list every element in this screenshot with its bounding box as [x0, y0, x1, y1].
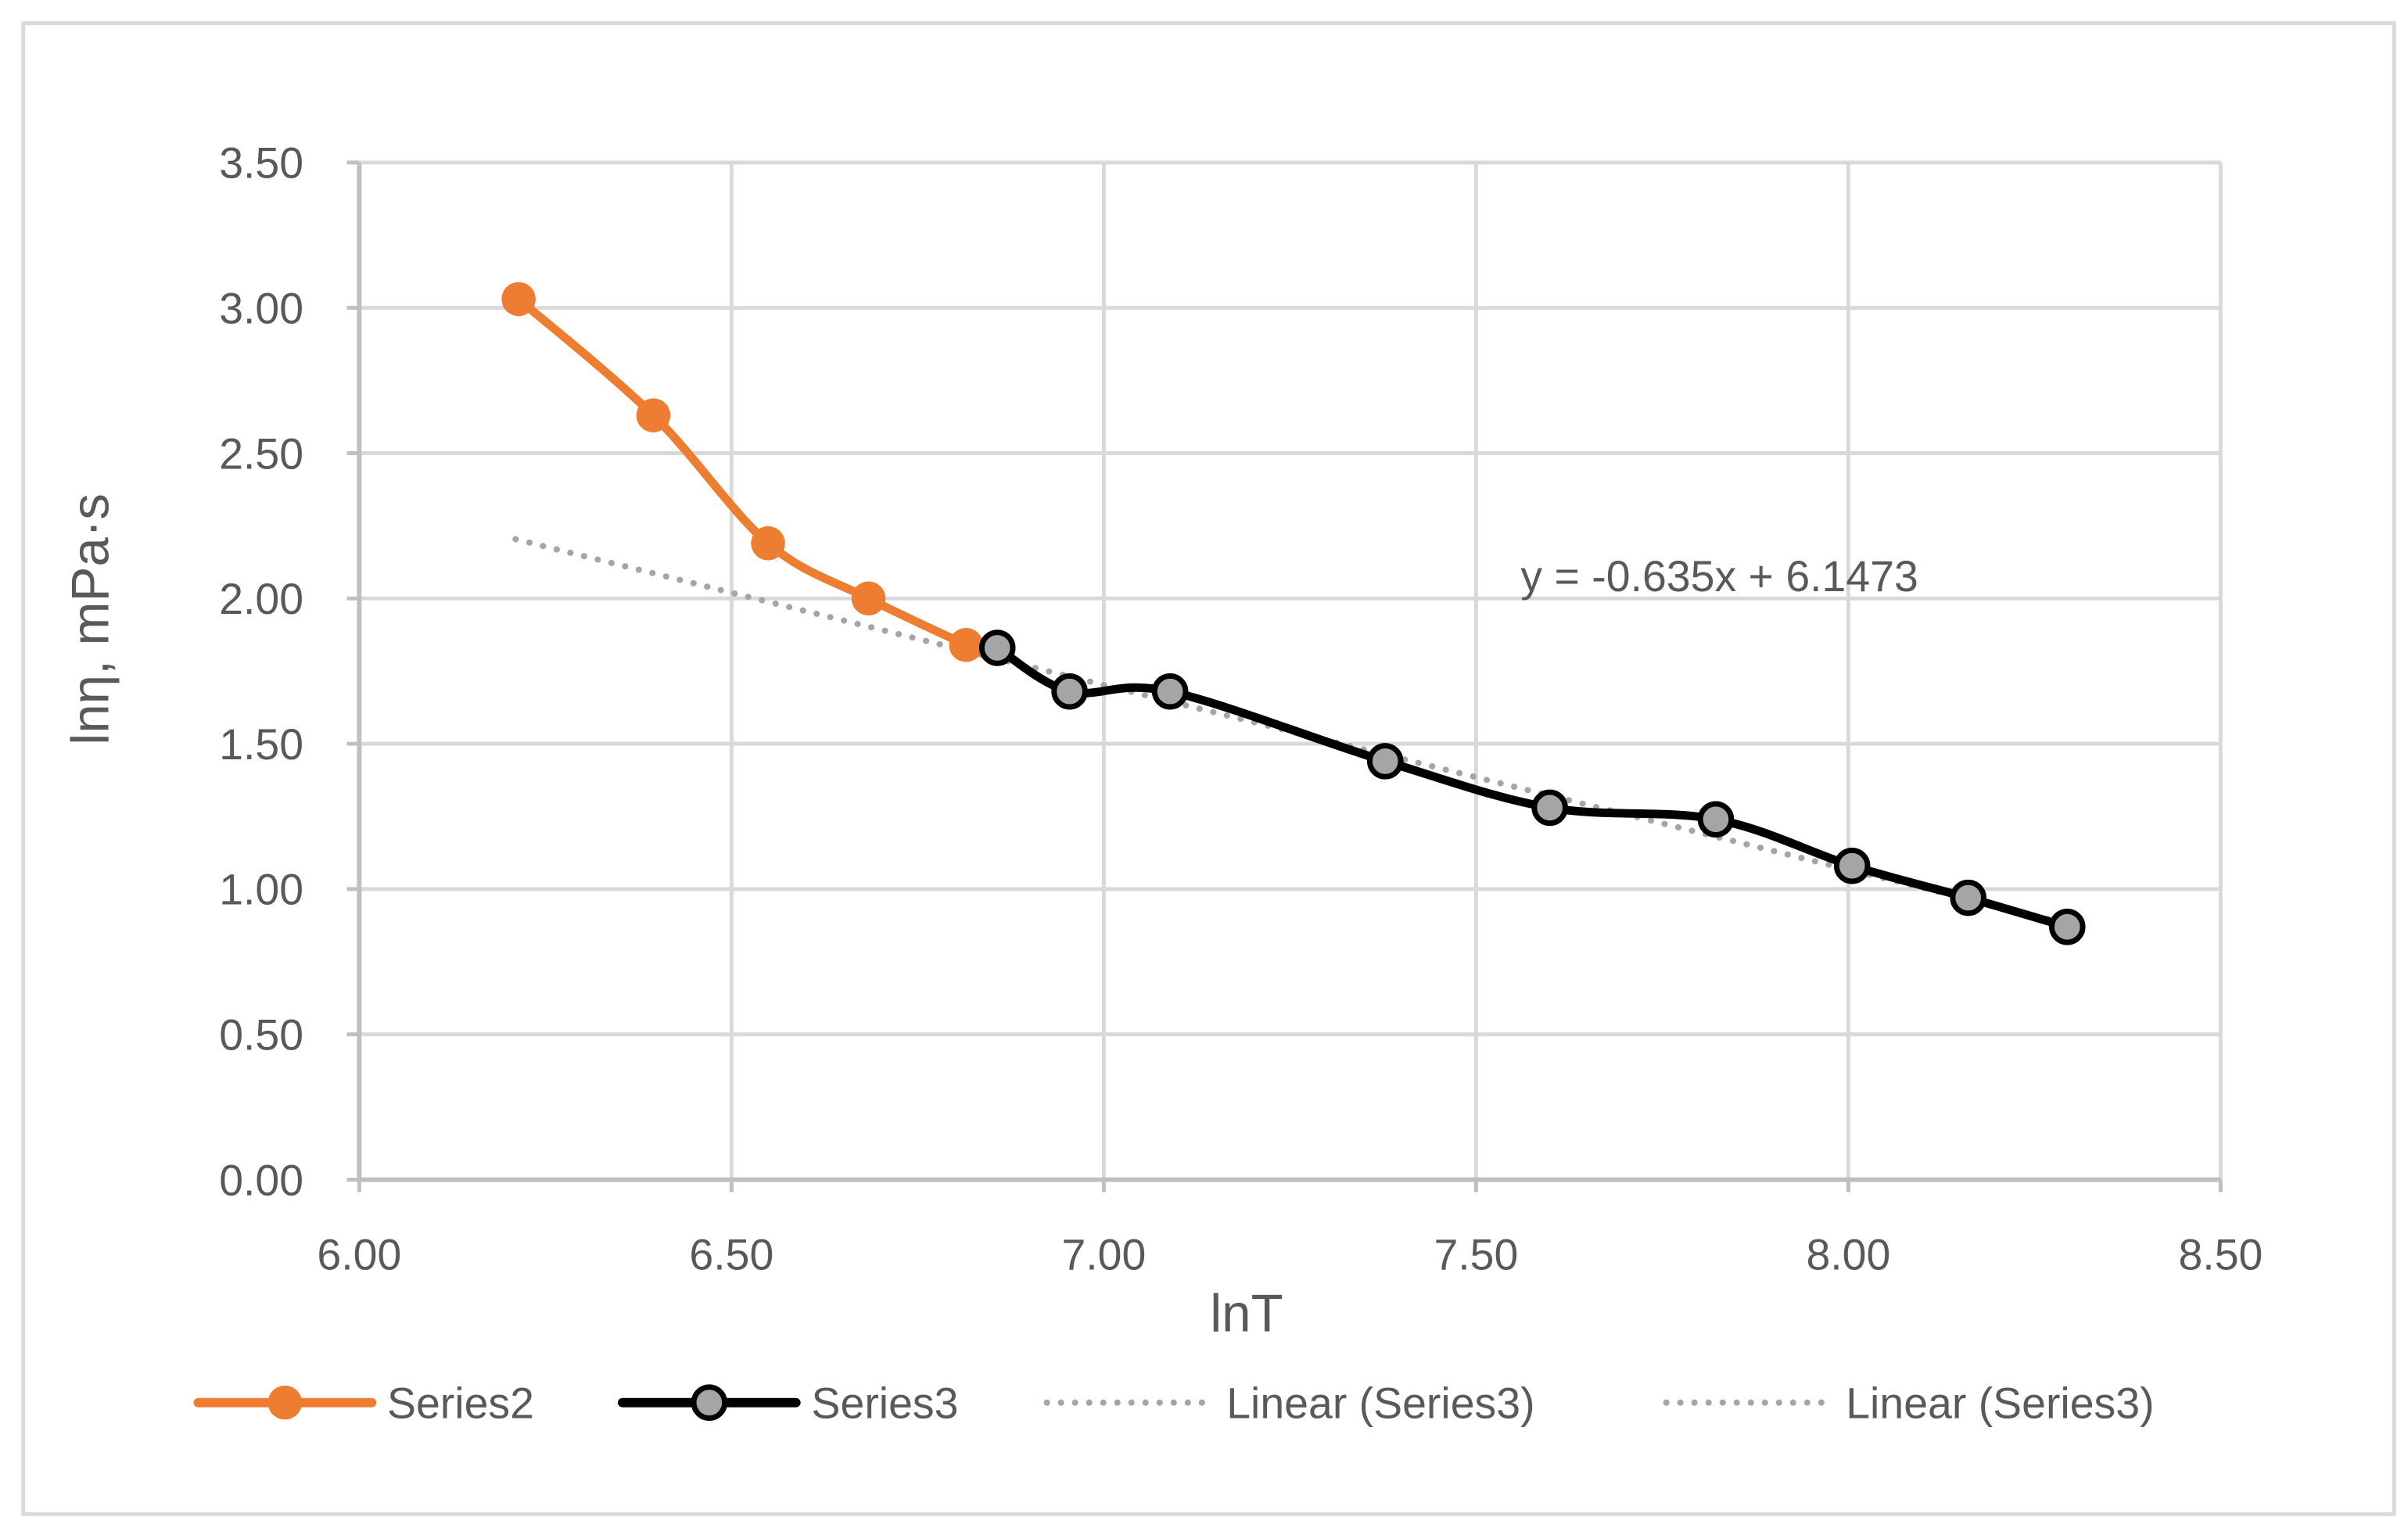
legend-item[interactable]: Series2 [193, 1379, 534, 1427]
data-point[interactable] [1051, 673, 1088, 710]
legend-label: Linear (Series3) [1226, 1379, 1534, 1427]
data-point[interactable] [1366, 743, 1404, 780]
series-series3 [978, 629, 2086, 945]
y-tick-label: 1.50 [219, 720, 303, 769]
axes: 0.00 0.50 1.00 1.50 2.00 2.50 3.00 3.50 6.00 6.50… [219, 139, 2263, 1279]
legend-item[interactable]: Linear (Series3) [1043, 1379, 1535, 1427]
data-point[interactable] [636, 398, 671, 432]
legend-label: Series3 [812, 1379, 959, 1427]
x-tick-label: 8.50 [2178, 1230, 2263, 1279]
data-point[interactable] [1151, 673, 1189, 710]
chart-border [21, 21, 2396, 1516]
data-point[interactable] [978, 629, 1016, 666]
legend-label: Series2 [387, 1379, 534, 1427]
series-series2 [501, 282, 984, 662]
legend: Series2 Series3 Linear (Series3) Linear (Se… [193, 1379, 2155, 1427]
y-tick-label: 1.00 [219, 866, 303, 914]
x-tick-label: 6.00 [317, 1230, 401, 1279]
data-point[interactable] [949, 627, 984, 662]
x-tick-label: 8.00 [1806, 1230, 1890, 1279]
data-point[interactable] [1950, 879, 1986, 916]
x-tick-label: 7.00 [1061, 1230, 1146, 1279]
x-tick-label: 7.50 [1434, 1230, 1518, 1279]
legend-marker-icon [691, 1384, 728, 1421]
trendline-equation: y = -0.635x + 6.1473 [1520, 552, 1918, 601]
y-axis-title: lnη, mPa·s [62, 493, 120, 745]
y-tick-label: 2.50 [219, 429, 303, 478]
data-point[interactable] [1833, 847, 1871, 884]
legend-item[interactable]: Series3 [618, 1379, 959, 1427]
x-axis-title: lnT [1210, 1285, 1283, 1343]
gridlines [357, 160, 2223, 1182]
data-point[interactable] [851, 581, 886, 616]
y-tick-label: 2.00 [219, 575, 303, 623]
legend-label: Linear (Series3) [1846, 1379, 2154, 1427]
legend-marker-icon [267, 1385, 303, 1420]
data-point[interactable] [1531, 789, 1568, 827]
linear-trendline [512, 536, 2068, 927]
series2-line [515, 296, 968, 649]
y-tick-label: 3.00 [219, 284, 303, 332]
data-point[interactable] [2049, 908, 2086, 945]
legend-item[interactable]: Linear (Series3) [1663, 1379, 2155, 1427]
y-tick-label: 0.50 [219, 1011, 303, 1060]
data-point[interactable] [1697, 801, 1735, 838]
data-series [501, 282, 2086, 945]
data-point[interactable] [501, 282, 536, 317]
trendline [512, 536, 2068, 927]
y-tick-label: 3.50 [219, 139, 303, 188]
x-tick-label: 6.50 [689, 1230, 773, 1279]
data-point[interactable] [751, 525, 785, 561]
y-tick-label: 0.00 [219, 1156, 303, 1204]
